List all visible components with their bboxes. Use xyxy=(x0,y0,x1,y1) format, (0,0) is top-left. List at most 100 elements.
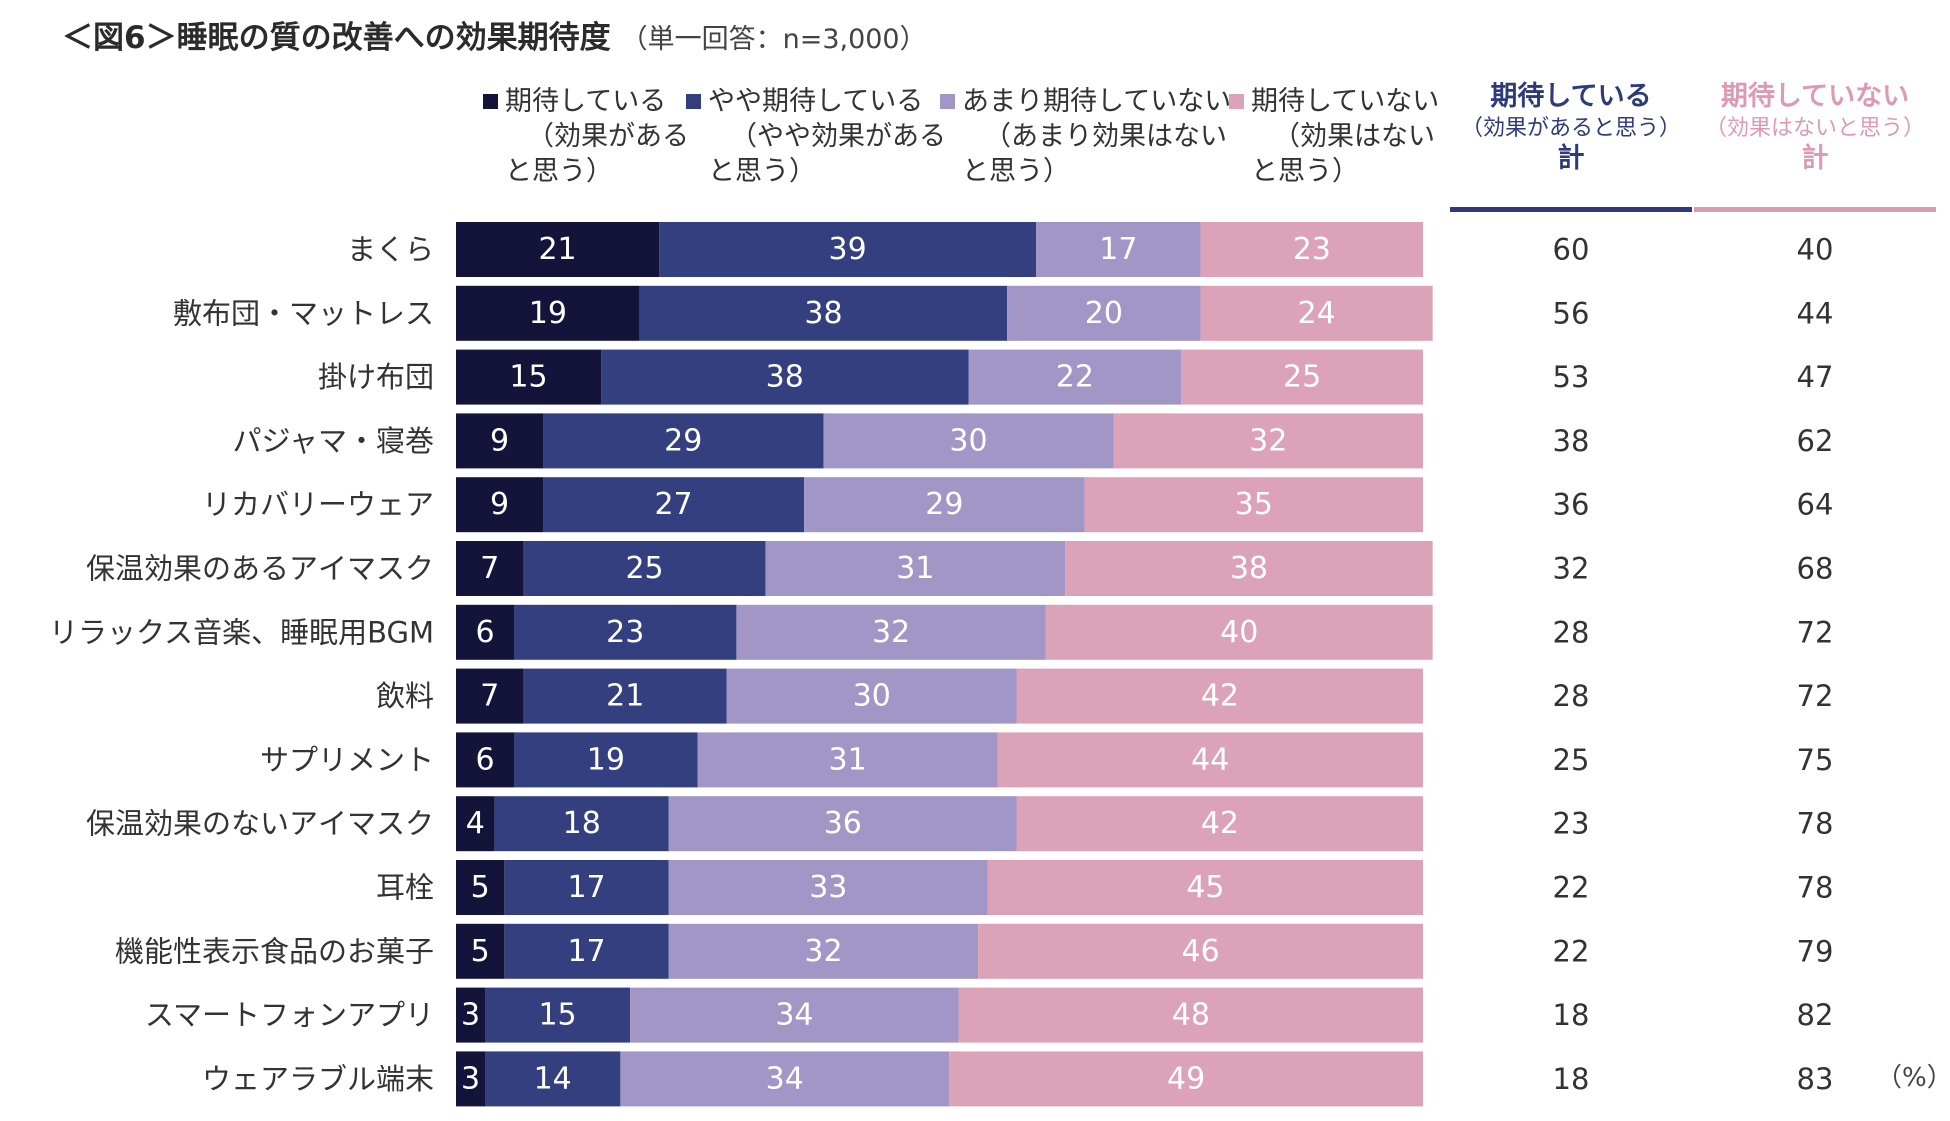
data-label: 23 xyxy=(1293,232,1331,267)
data-label: 46 xyxy=(1181,934,1219,969)
data-label: 25 xyxy=(625,551,663,586)
bar-row: まくら 21 39 17 23 60 40 xyxy=(347,222,1833,277)
data-label: 34 xyxy=(775,998,813,1033)
total-not-expect-value: 40 xyxy=(1797,233,1834,267)
summary-header-title: 期待していない xyxy=(1720,81,1910,112)
data-label: 34 xyxy=(766,1061,804,1096)
data-label: 32 xyxy=(872,615,910,650)
bar-segment-not-much xyxy=(968,349,1182,405)
category-label: リカバリーウェア xyxy=(202,488,434,522)
bar-segment-not-much xyxy=(726,668,1017,724)
bar-segment-not-much xyxy=(736,604,1046,660)
bar-segment-somewhat-expect xyxy=(504,923,669,979)
bar-row: サプリメント 6 19 31 44 25 75 xyxy=(260,732,1833,788)
total-expect-value: 23 xyxy=(1553,807,1590,841)
legend-swatch-somewhat-expect xyxy=(686,94,701,109)
data-label: 22 xyxy=(1056,360,1094,395)
bar-row: 掛け布団 15 38 22 25 53 47 xyxy=(318,349,1834,405)
data-label: 5 xyxy=(471,870,490,905)
data-label: 33 xyxy=(809,870,847,905)
summary-rule-expect xyxy=(1450,207,1692,212)
bar-segment-somewhat-expect xyxy=(543,413,824,469)
bar-segment-somewhat-expect xyxy=(601,349,969,405)
bar-row: 耳栓 5 17 33 45 22 78 xyxy=(376,860,1833,915)
bar-segment-not-much xyxy=(668,923,979,979)
bar-segment-not-expect xyxy=(1200,222,1423,277)
summary-header-total: 計 xyxy=(1801,143,1829,174)
summary-header-not-expect: 期待していない （効果はないと思う） 計 xyxy=(1694,80,1936,174)
data-label: 7 xyxy=(480,679,499,714)
data-label: 6 xyxy=(475,615,494,650)
data-label: 9 xyxy=(490,487,509,522)
bar-row: ウェアラブル端末 3 14 34 49 18 83 xyxy=(202,1051,1833,1107)
data-label: 17 xyxy=(567,934,605,969)
total-not-expect-value: 68 xyxy=(1797,552,1834,586)
bar-segment-not-expect xyxy=(1113,413,1423,469)
bar-segment-not-much xyxy=(823,413,1114,469)
category-label: リラックス音楽、睡眠用BGM xyxy=(49,615,434,649)
bar-row: 保温効果のないアイマスク 4 18 36 42 23 78 xyxy=(86,796,1833,852)
data-label: 39 xyxy=(829,232,867,267)
total-expect-value: 53 xyxy=(1553,360,1590,394)
data-label: 38 xyxy=(1230,551,1268,586)
legend-label-sub: と思う） xyxy=(708,156,816,187)
total-expect-value: 28 xyxy=(1553,615,1590,649)
bar-row: 機能性表示食品のお菓子 5 17 32 46 22 79 xyxy=(115,923,1833,979)
total-expect-value: 22 xyxy=(1553,934,1590,968)
summary-header-expect: 期待している （効果があると思う） 計 xyxy=(1450,80,1692,174)
bar-segment-expect xyxy=(456,285,640,341)
data-label: 23 xyxy=(606,615,644,650)
bar-segment-somewhat-expect xyxy=(523,668,727,724)
data-label: 45 xyxy=(1186,870,1224,905)
category-label: ウェアラブル端末 xyxy=(202,1062,434,1096)
data-label: 7 xyxy=(480,551,499,586)
bar-segment-somewhat-expect xyxy=(543,477,805,533)
data-label: 49 xyxy=(1167,1061,1205,1096)
data-label: 29 xyxy=(925,487,963,522)
bar-segment-not-expect xyxy=(1181,349,1423,405)
bar-segment-somewhat-expect xyxy=(639,285,1008,341)
category-label: 機能性表示食品のお菓子 xyxy=(115,934,434,968)
data-label: 20 xyxy=(1085,296,1123,331)
category-label: 飲料 xyxy=(376,679,434,713)
data-label: 48 xyxy=(1172,998,1210,1033)
bar-segment-not-expect xyxy=(987,860,1423,915)
data-label: 40 xyxy=(1220,615,1258,650)
summary-header-note: （効果はないと思う） xyxy=(1704,116,1925,141)
bar-row: 保温効果のあるアイマスク 7 25 31 38 32 68 xyxy=(86,541,1833,596)
data-label: 38 xyxy=(766,360,804,395)
total-not-expect-value: 64 xyxy=(1797,488,1834,522)
bar-segment-expect xyxy=(456,604,515,660)
bar-segment-somewhat-expect xyxy=(485,987,631,1043)
data-label: 27 xyxy=(654,487,692,522)
legend-label-sub: （効果がある xyxy=(527,121,689,152)
data-label: 35 xyxy=(1235,487,1273,522)
bar-segment-not-expect xyxy=(978,923,1423,979)
data-label: 17 xyxy=(1099,232,1137,267)
data-label: 15 xyxy=(538,998,576,1033)
data-label: 31 xyxy=(896,551,934,586)
total-expect-value: 28 xyxy=(1553,679,1590,713)
chart-title-main: ＜図6＞睡眠の質の改善への効果期待度 xyxy=(62,20,611,56)
bar-segment-not-much xyxy=(765,541,1066,596)
bar-segment-expect xyxy=(456,349,602,405)
total-not-expect-value: 72 xyxy=(1797,679,1834,713)
category-label: 保温効果のないアイマスク xyxy=(86,807,434,841)
legend-label-sub: （やや効果がある xyxy=(730,121,946,152)
bar-segment-not-much xyxy=(1007,285,1201,341)
bar-segment-not-much xyxy=(1036,222,1201,277)
bar-segment-not-expect xyxy=(1200,285,1433,341)
category-label: スマートフォンアプリ xyxy=(145,998,434,1032)
total-not-expect-value: 82 xyxy=(1797,998,1834,1032)
data-label: 17 xyxy=(567,870,605,905)
legend-label-sub: （効果はない xyxy=(1273,121,1435,152)
bar-row: リラックス音楽、睡眠用BGM 6 23 32 40 28 72 xyxy=(49,604,1833,660)
total-expect-value: 18 xyxy=(1553,998,1590,1032)
bar-segment-somewhat-expect xyxy=(485,1051,621,1107)
legend-label: やや期待している xyxy=(708,86,924,117)
data-label: 42 xyxy=(1201,806,1239,841)
total-expect-value: 32 xyxy=(1553,552,1590,586)
data-label: 5 xyxy=(471,934,490,969)
total-not-expect-value: 47 xyxy=(1797,360,1834,394)
category-label: 耳栓 xyxy=(376,871,434,905)
